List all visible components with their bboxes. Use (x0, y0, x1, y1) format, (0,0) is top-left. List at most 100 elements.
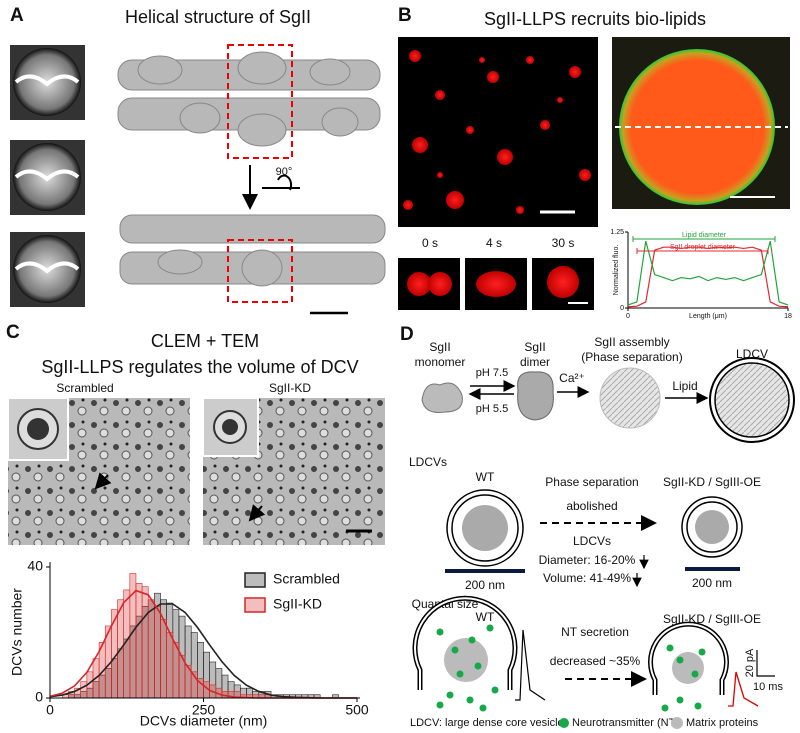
x-tick-label: 250 (192, 702, 216, 718)
droplet-image (398, 37, 598, 227)
stage-label: (Phase separation) (581, 350, 682, 364)
scale-bar-label: 20 pA (744, 648, 756, 677)
y-tick-label: 0 (35, 689, 43, 705)
nt-label: decreased ~35% (550, 654, 641, 668)
panel-a: A Helical structure of SgII 90° (10, 5, 386, 315)
histogram-bar (160, 619, 167, 699)
assembly (599, 367, 661, 429)
condition-label: WT (476, 470, 495, 484)
panel-title: CLEM + TEM (151, 331, 259, 351)
panel-d: D SgII monomer SgII dimer SgII assembly … (400, 324, 795, 729)
y-tick-label: 1.25 (610, 229, 624, 236)
highlight-box (227, 44, 293, 159)
lipid-label: Lipid (672, 379, 697, 393)
histogram-bar (154, 605, 161, 699)
annotation: SgII droplet diameter (670, 244, 736, 251)
y-axis-label: Normalized fluo. (613, 245, 620, 296)
legend-label: Neurotransmitter (NT) (572, 717, 679, 729)
phase-label: abolished (566, 499, 617, 513)
x-axis-label: DCVs diameter (nm) (140, 713, 268, 729)
density-map (117, 51, 386, 287)
histogram-bar (147, 599, 155, 699)
calcium-label: Ca²⁺ (559, 371, 585, 385)
panel-label: D (400, 324, 414, 345)
ldcv-core (714, 362, 790, 438)
class-average (14, 261, 80, 274)
x-tick-label: 0 (626, 313, 630, 320)
neurotransmitters (436, 624, 499, 712)
histogram-bar (141, 586, 149, 699)
arrow (94, 472, 112, 490)
panel-b: B SgII-LLPS recruits bio-lipids 0 s 4 s … (398, 5, 790, 310)
condition-label: SgII-KD / SgIII-OE (663, 475, 761, 489)
scale-label: 200 nm (692, 576, 732, 590)
legend-swatch (671, 717, 683, 729)
time-label: 4 s (486, 236, 502, 250)
change-label: Diameter: 16-20% (539, 553, 636, 567)
stage-label: SgII (524, 340, 545, 354)
histogram-bar (166, 632, 174, 699)
matrix (444, 638, 488, 682)
droplet (547, 266, 579, 298)
panel-title: SgII-LLPS recruits bio-lipids (484, 9, 706, 29)
panel-c: C CLEM + TEM SgII-LLPS regulates the vol… (6, 322, 385, 545)
rotation-icon (262, 174, 300, 191)
legend-label: SgII-KD (273, 596, 322, 612)
scale-bar (756, 650, 775, 677)
panel-label: B (398, 5, 412, 26)
neurotransmitters (661, 644, 706, 712)
profile-line (627, 246, 789, 308)
y-tick-label: 0 (620, 305, 624, 312)
x-tick-label: 0 (46, 702, 54, 718)
cell-membrane (414, 597, 516, 690)
annotation-bracket (636, 248, 769, 254)
x-axis-label: Length (μm) (689, 313, 727, 320)
legend-label: Scrambled (273, 571, 340, 587)
droplet (428, 272, 452, 296)
legend-label: LDCV: large dense core vesicle (410, 717, 564, 729)
droplet (476, 271, 516, 297)
time-label: 0 s (422, 236, 438, 250)
stage-label: SgII assembly (594, 335, 669, 349)
stage-label: dimer (520, 355, 550, 369)
trace (728, 671, 759, 707)
y-axis-label: DCVs number (9, 588, 25, 676)
stage-label: monomer (415, 355, 466, 369)
histogram-bar (80, 681, 88, 699)
trace (515, 629, 546, 701)
y-tick-label: 40 (27, 558, 43, 574)
ph-label: pH 5.5 (476, 403, 508, 415)
annotation-bracket (632, 236, 776, 242)
inset-core (27, 418, 49, 440)
droplet (407, 272, 431, 296)
legend-swatch (244, 572, 266, 588)
panel-label: C (6, 322, 20, 343)
histogram-bar (135, 583, 143, 699)
arrow (248, 504, 266, 522)
cell-membrane (649, 623, 728, 695)
legend-label: Matrix proteins (686, 717, 759, 729)
scale-bar-label: 10 ms (753, 681, 783, 693)
change-label: Volume: 41-49% (543, 571, 631, 585)
x-tick-label: 18 (784, 313, 792, 320)
stage-label: LDCV (736, 347, 768, 361)
matrix (695, 510, 729, 544)
nt-label: NT secretion (561, 625, 629, 639)
rotation-label: 90° (276, 166, 293, 178)
monomer (421, 382, 463, 413)
panel-title: Helical structure of SgII (125, 7, 311, 27)
class-average (14, 169, 80, 182)
scale-label: 200 nm (465, 578, 505, 592)
ldcv-label: LDCVs (573, 534, 611, 548)
matrix (462, 505, 508, 551)
annotation: Lipid diameter (682, 232, 727, 239)
class-average (14, 74, 80, 87)
inset-core (222, 419, 238, 435)
legend-swatch (559, 718, 569, 728)
ph-label: pH 7.5 (476, 367, 508, 379)
time-label: 30 s (552, 236, 575, 250)
dimer (517, 371, 554, 421)
droplets (403, 50, 591, 214)
x-tick-label: 500 (345, 702, 369, 718)
